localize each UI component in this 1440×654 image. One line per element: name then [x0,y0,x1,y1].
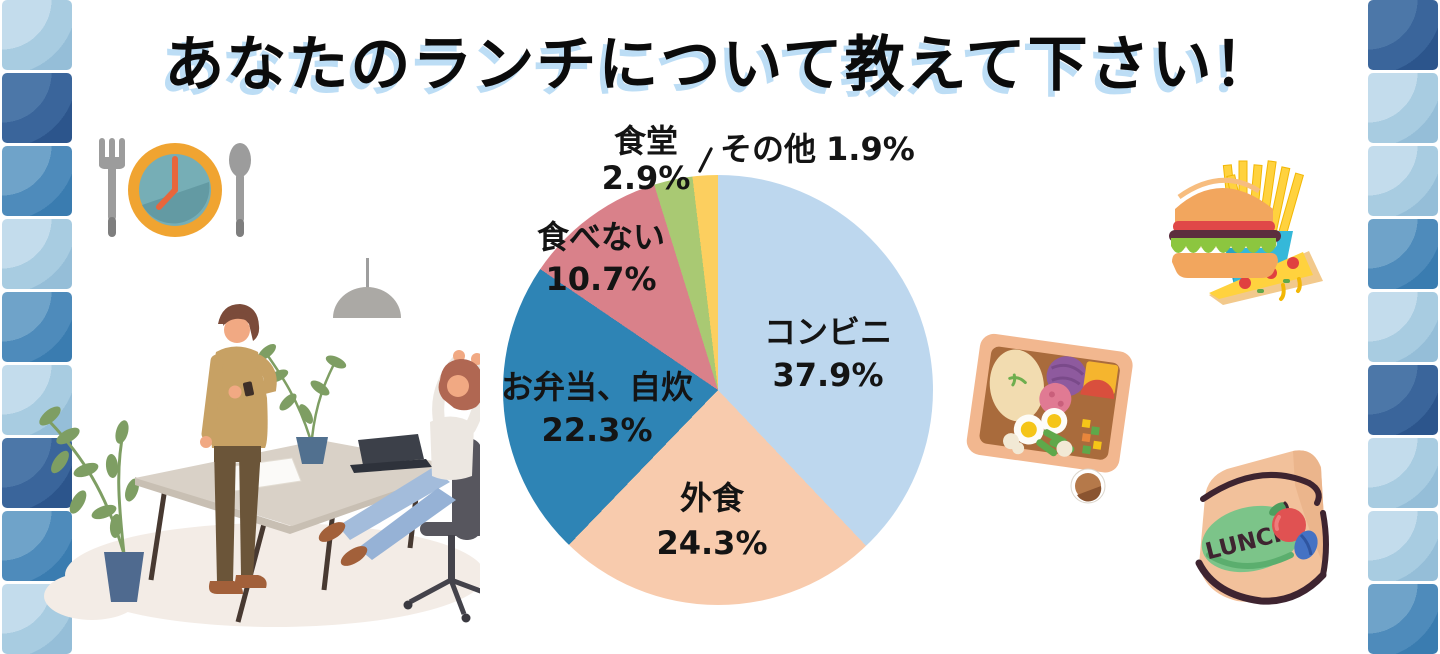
lunch-bag-icon: LUNCH [1195,450,1329,605]
border-tile [2,146,72,216]
border-tile [2,0,72,70]
border-tile [2,365,72,435]
table-plant [257,343,347,464]
page-title: あなたのランチについて教えて下さい！ [164,30,1276,100]
border-tile [1368,511,1438,581]
border-tile [1368,146,1438,216]
slice-pct: 37.9% [772,356,884,395]
spoon-icon [229,143,251,237]
border-tile [1368,219,1438,289]
pie-label-obento-jisui: お弁当、自炊 22.3% [501,366,693,452]
tile-column-left [2,0,72,654]
sonota-leader-line [697,146,714,174]
bento-tray [966,333,1133,473]
border-tile [1368,584,1438,654]
floor-plant [39,406,144,602]
slice-name: お弁当、自炊 [500,368,694,406]
border-tile [2,73,72,143]
pie-label-konbini: コンビニ 37.9% [764,311,892,397]
burger-icon [1169,177,1281,278]
pie-label-gaishoku: 外食 24.3% [656,476,767,566]
slice-pct: 22.3% [541,411,653,450]
standing-man [200,304,277,594]
clock-plate-icon [128,143,222,237]
slice-pct: 10.7% [545,259,657,298]
slice-pct: 24.3% [656,523,768,562]
stretching-woman [318,350,480,566]
fastfood-icon [1169,160,1323,305]
border-tile [2,219,72,289]
border-tile [2,511,72,581]
bento-box-icon [966,333,1133,504]
slice-name: 食堂 [613,122,678,160]
slice-name: 食べない [536,218,666,256]
border-tile [2,438,72,508]
border-tile [1368,438,1438,508]
sauce-cup [1070,468,1106,504]
pendant-lamp [333,258,401,318]
pie-label-tabenai: 食べない 10.7% [537,217,665,300]
slice-pct: 2.9% [601,158,691,197]
fork-icon [99,138,125,237]
pie-chart [503,175,933,605]
pie-label-shokudo: 食堂 2.9% [602,123,691,197]
slice-name: その他 [720,130,817,168]
border-tile [1368,0,1438,70]
border-tile [2,292,72,362]
office-stretch-scene [39,258,480,627]
tile-column-right [1368,0,1438,654]
border-tile [1368,365,1438,435]
utensils-clock-icon [99,138,251,237]
slice-pct: 1.9% [826,130,915,168]
border-tile [1368,292,1438,362]
slice-name: 外食 [679,479,745,517]
slice-name: コンビニ [763,313,893,351]
pie-label-sonota: その他 1.9% [720,129,915,171]
laptop [350,434,432,473]
border-tile [1368,73,1438,143]
